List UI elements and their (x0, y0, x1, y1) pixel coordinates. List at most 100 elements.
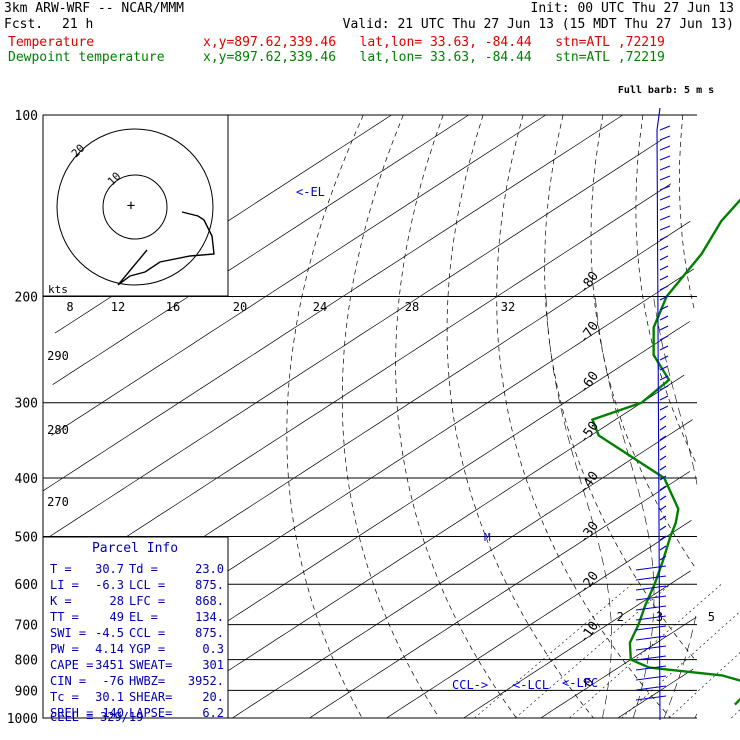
isotherm-line (155, 374, 685, 719)
theta-label-left: 270 (47, 495, 69, 509)
parcel-param-label: Td = (129, 562, 158, 576)
melting-level-marker: M (484, 531, 491, 544)
moist-adiabat-label: 20 (233, 300, 247, 314)
parcel-param-value: 30.7 (95, 562, 124, 576)
parcel-param-label: CCL = (129, 626, 165, 640)
parcel-cell-value: 329/19 (100, 710, 143, 724)
dry-adiabat-line (590, 114, 695, 567)
pressure-tick-label: 600 (15, 578, 38, 593)
isotherm-line (540, 616, 697, 719)
ccl-marker: CCL-> (452, 678, 488, 692)
parcel-param-label: SWI = (50, 626, 86, 640)
mixing-ratio-line (515, 583, 671, 719)
pressure-tick-label: 700 (15, 619, 38, 634)
parcel-param-value: 134. (195, 610, 224, 624)
pressure-tick-label: 300 (15, 397, 38, 412)
pressure-tick-label: 800 (15, 654, 38, 669)
theta-label-left: 280 (47, 423, 69, 437)
parcel-info-background (42, 536, 229, 719)
moist-adiabat-label: 12 (111, 300, 125, 314)
isotherm-line (49, 139, 662, 537)
dewpoint-profile-line (590, 198, 740, 706)
dry-adiabat-line (395, 114, 517, 719)
forecast-label: Fcst. (4, 17, 44, 32)
pressure-tick-label: 900 (15, 684, 38, 699)
dry-adiabat-line (286, 114, 364, 719)
moist-adiabat-label: 24 (313, 300, 327, 314)
parcel-param-value: 3952. (188, 674, 224, 688)
model-name: 3km ARW-WRF -- NCAR/MMM (4, 1, 185, 16)
parcel-param-value: 20. (202, 690, 224, 704)
parcel-param-value: 49 (110, 610, 124, 624)
valid-time: Valid: 21 UTC Thu 27 Jun 13 (15 MDT Thu … (342, 17, 734, 32)
init-time: Init: 00 UTC Thu 27 Jun 13 (530, 1, 735, 16)
temperature-legend-label: Temperature (8, 35, 95, 50)
parcel-param-value: 875. (195, 578, 224, 592)
parcel-param-label: TT = (50, 610, 79, 624)
parcel-param-label: Tc = (50, 690, 79, 704)
hodograph-trace (117, 211, 215, 286)
parcel-param-value: -6.3 (95, 578, 124, 592)
parcel-cell-label: CELL = (50, 710, 93, 724)
isotherm-line (232, 419, 693, 719)
isotherm-line (463, 570, 691, 719)
mixing-ratio-label: 5 (708, 610, 715, 624)
moist-adiabat-line (694, 713, 698, 719)
dry-adiabat-line (496, 114, 671, 719)
parcel-param-value: 875. (195, 626, 224, 640)
sounding-plot (590, 198, 740, 706)
parcel-param-label: HWBZ= (129, 674, 165, 688)
dewpoint-legend-label: Dewpoint temperature (8, 50, 165, 65)
parcel-param-value: 4.14 (95, 642, 124, 656)
hodograph-box (42, 114, 229, 297)
isotherm-line (617, 668, 694, 719)
parcel-param-label: SREH = (50, 706, 93, 720)
moist-adiabat-label: 8 (66, 300, 73, 314)
parcel-param-label: LI = (50, 578, 79, 592)
temperature-location-info: x,y=897.62,339.46 lat,lon= 33.63, -84.44… (203, 35, 665, 50)
pressure-tick-label: 500 (15, 530, 38, 545)
parcel-param-value: 0.3 (202, 642, 224, 656)
dry-adiabat-line (679, 114, 695, 310)
parcel-param-label: CIN = (50, 674, 86, 688)
mixing-ratio-line (668, 652, 740, 719)
dry-adiabat-line (635, 114, 698, 465)
mixing-ratio-line (569, 583, 722, 719)
parcel-param-label: EL = (129, 610, 158, 624)
moist-adiabat-line (595, 296, 655, 719)
mixing-ratio-line (731, 709, 740, 719)
hodograph-ring-10 (102, 174, 168, 240)
parcel-param-label: SHEAR= (129, 690, 172, 704)
parcel-param-label: LAPSE= (129, 706, 172, 720)
lfc-marker: <-LFC (562, 676, 598, 690)
parcel-param-label: K = (50, 594, 72, 608)
forecast-hours: 21 h (62, 17, 94, 32)
hodograph-origin: + (127, 198, 135, 214)
parcel-info-box: Parcel Info T = 30.7 Td = 23.0 LI = -6.3 LCL = 8… (42, 536, 229, 724)
parcel-param-value: 28 (110, 594, 124, 608)
parcel-param-label: LFC = (129, 594, 165, 608)
mixing-ratio-line (621, 611, 740, 719)
moist-adiabat-line (653, 296, 698, 719)
theta-label-left: 290 (47, 349, 69, 363)
pressure-tick-label: 400 (15, 472, 38, 487)
parcel-param-label: PW = (50, 642, 79, 656)
el-marker: <-EL (296, 185, 325, 199)
wind-barb-staff (635, 107, 671, 721)
moist-adiabat-label: 32 (501, 300, 515, 314)
parcel-param-value: 301 (202, 658, 224, 672)
parcel-param-label: YGP = (129, 642, 165, 656)
parcel-param-value: -76 (102, 674, 124, 688)
parcel-param-label: LCL = (129, 578, 165, 592)
pressure-tick-label: 200 (15, 291, 38, 306)
dry-adiabat-line (341, 114, 440, 719)
parcel-param-value: 6.2 (202, 706, 224, 720)
lcl-marker: <-LCL (513, 678, 549, 692)
parcel-param-value: 30.1 (95, 690, 124, 704)
hodograph-ring-20 (56, 128, 214, 286)
parcel-param-value: 140 (102, 706, 124, 720)
mixing-ratio-label: 2 (617, 610, 624, 624)
wind-barb-scale: Full barb: 5 m s (618, 85, 714, 96)
parcel-param-label: CAPE = (50, 658, 93, 672)
